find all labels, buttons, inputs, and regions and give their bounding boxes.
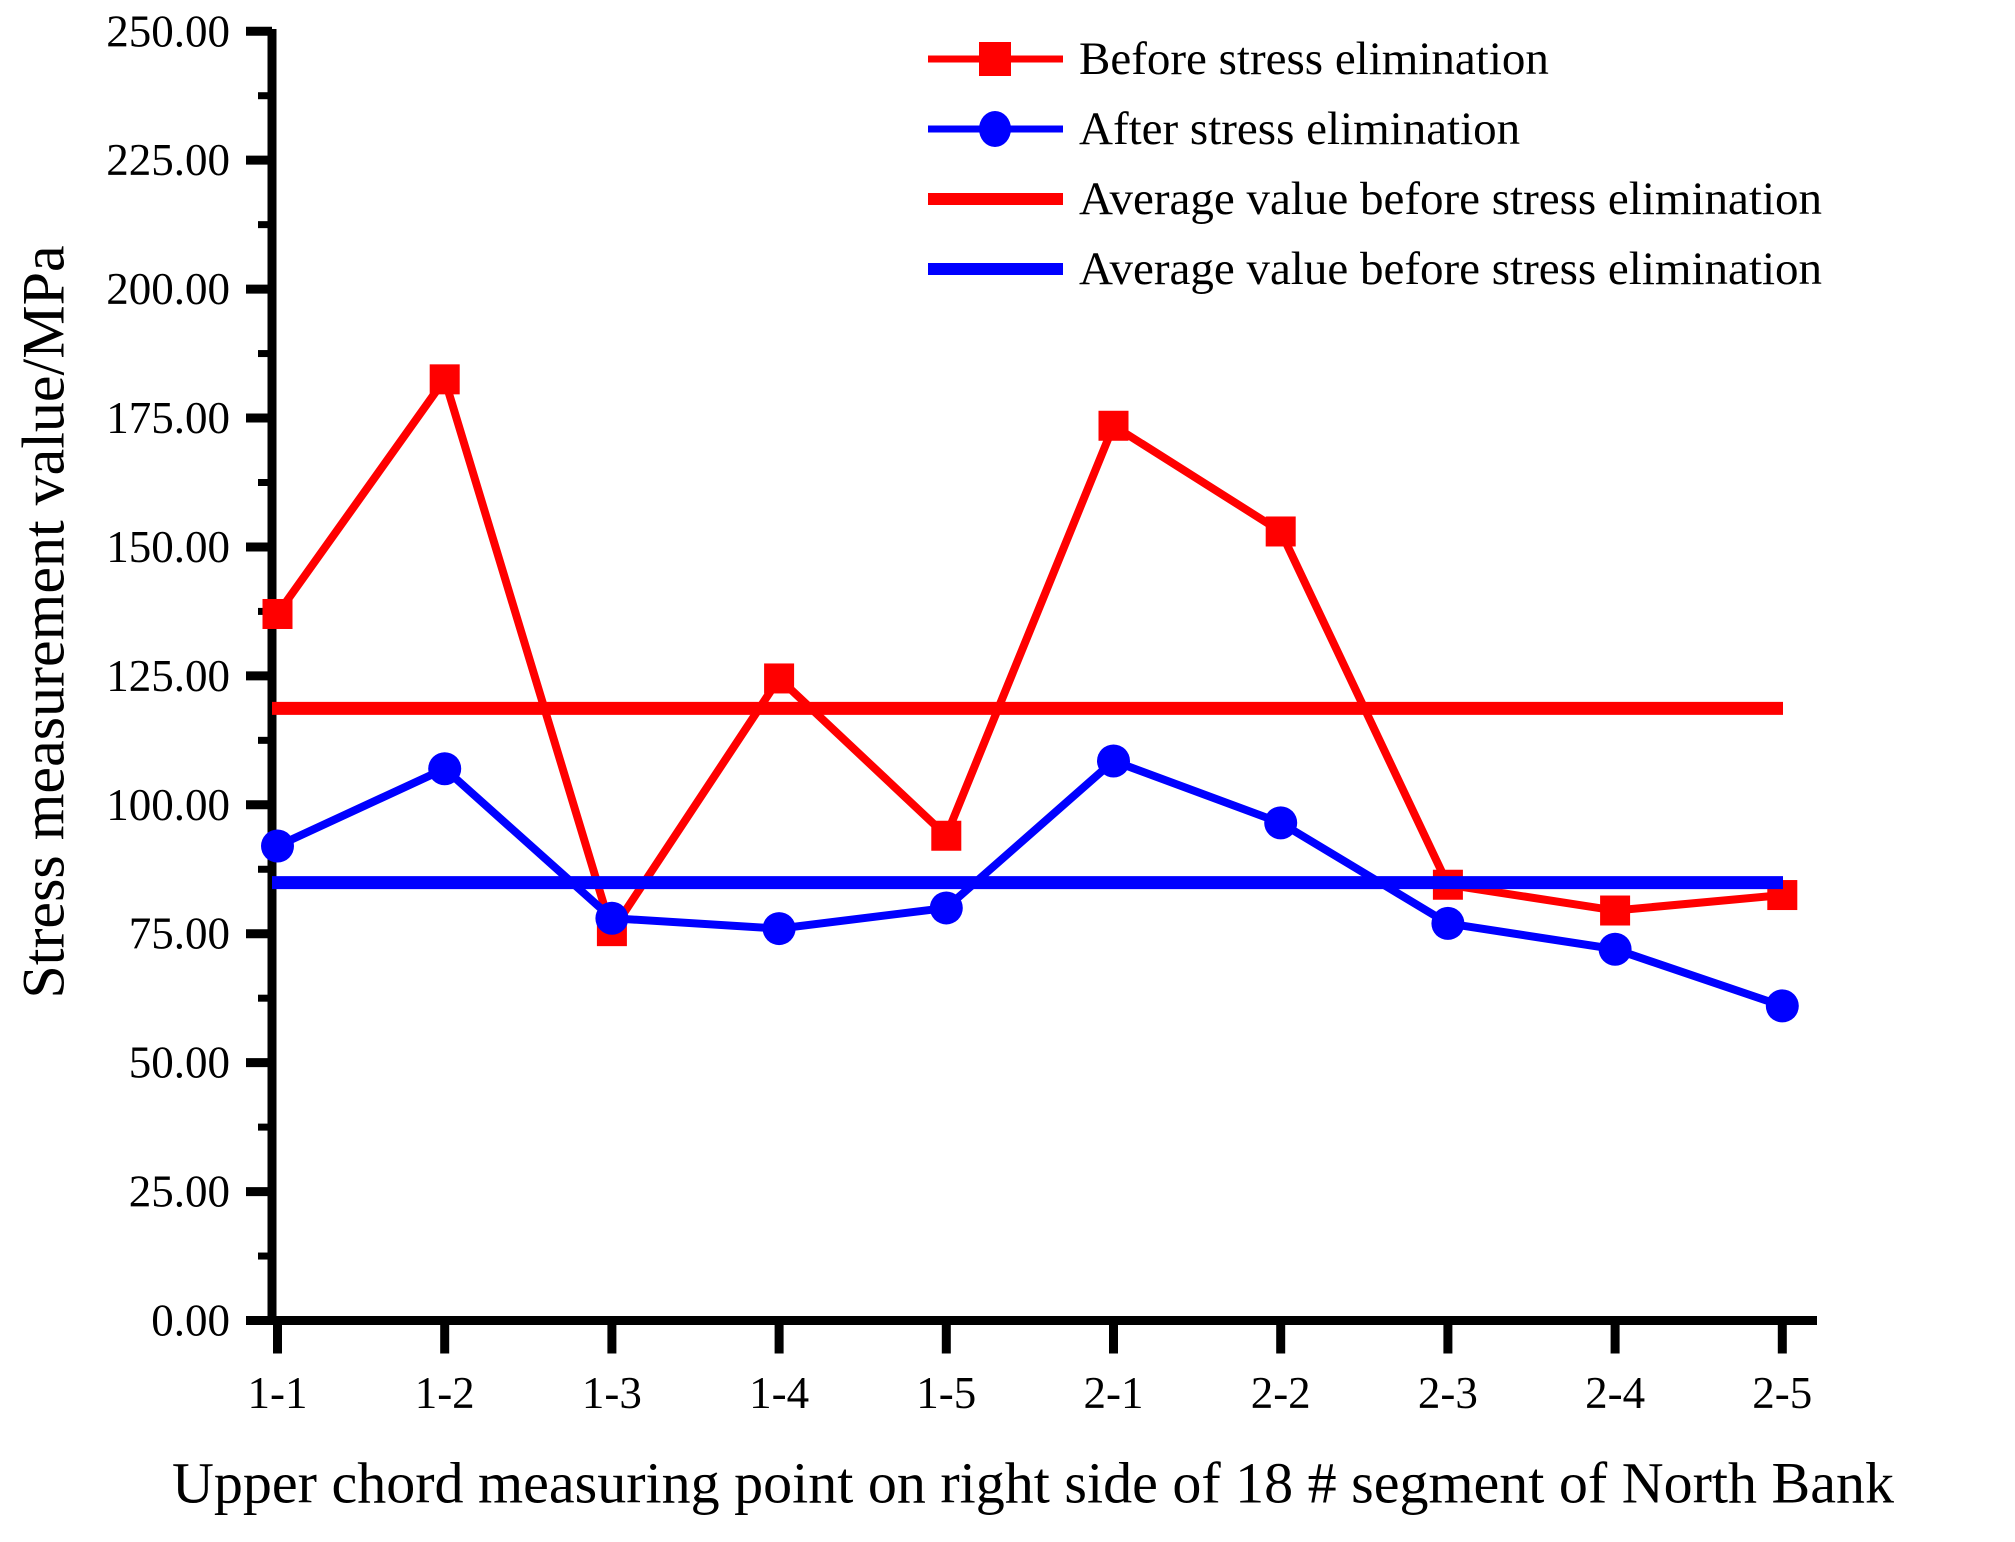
data-point-1-2-4 bbox=[1598, 932, 1632, 966]
x-axis-title: Upper chord measuring point on right sid… bbox=[172, 1450, 1894, 1516]
x-tick-label: 2-4 bbox=[1585, 1368, 1645, 1418]
y-tick-label: 75.00 bbox=[129, 909, 230, 959]
x-tick-label: 2-5 bbox=[1752, 1368, 1812, 1418]
data-point-0-1-2 bbox=[429, 364, 460, 395]
series-line-0 bbox=[274, 370, 1783, 941]
data-point-0-1-5 bbox=[931, 820, 962, 851]
x-tick-label: 2-1 bbox=[1084, 1368, 1144, 1418]
data-point-1-1-3 bbox=[595, 901, 629, 935]
legend-label-before-stress: Before stress elimination bbox=[1079, 32, 1549, 85]
data-point-0-1-1 bbox=[262, 598, 293, 629]
x-tick-label: 2-2 bbox=[1251, 1368, 1311, 1418]
data-point-1-2-1 bbox=[1097, 744, 1130, 778]
data-point-0-2-2 bbox=[1265, 516, 1296, 547]
data-point-0-2-1 bbox=[1098, 410, 1129, 441]
x-tick-label: 1-3 bbox=[582, 1368, 642, 1418]
series-line-1 bbox=[275, 756, 1784, 1010]
y-tick-label: 250.00 bbox=[106, 6, 230, 56]
data-point-1-2-3 bbox=[1431, 906, 1465, 940]
data-point-0-2-4 bbox=[1600, 895, 1631, 926]
legend-sample-red-square-icon bbox=[928, 42, 1063, 76]
y-tick-label: 0.00 bbox=[151, 1296, 230, 1346]
data-point-1-1-2 bbox=[428, 752, 462, 786]
y-tick-label: 100.00 bbox=[106, 780, 230, 830]
y-tick-label: 150.00 bbox=[106, 522, 230, 572]
x-tick-label: 2-3 bbox=[1418, 1368, 1478, 1418]
y-tick-label: 50.00 bbox=[129, 1038, 230, 1088]
legend-sample-blue-circle-icon bbox=[928, 111, 1063, 147]
y-tick-label: 200.00 bbox=[106, 264, 230, 314]
data-point-1-2-2 bbox=[1264, 806, 1298, 840]
data-point-1-1-5 bbox=[929, 891, 963, 925]
y-axis-title: Stress measurement value/MPa bbox=[10, 245, 77, 999]
legend-label-after-stress: After stress elimination bbox=[1079, 102, 1521, 155]
legend-item-average-blue: Average value before stress elimination bbox=[928, 234, 1822, 304]
legend-sample-blue-line-icon bbox=[928, 263, 1063, 275]
data-point-1-1-4 bbox=[762, 912, 796, 946]
x-tick-label: 1-2 bbox=[415, 1368, 475, 1418]
data-point-1-1-1 bbox=[261, 829, 294, 863]
y-tick-label: 125.00 bbox=[106, 651, 230, 701]
legend-item-average-red: Average value before stress elimination bbox=[928, 164, 1822, 234]
y-tick-label: 25.00 bbox=[129, 1167, 230, 1217]
legend-label-average-blue: Average value before stress elimination bbox=[1079, 242, 1823, 295]
legend-item-after-stress: After stress elimination bbox=[928, 94, 1822, 164]
data-point-1-2-5 bbox=[1765, 989, 1799, 1023]
legend-label-average-red: Average value before stress elimination bbox=[1079, 172, 1823, 225]
legend-sample-red-line-icon bbox=[928, 193, 1063, 205]
x-tick-label: 1-4 bbox=[749, 1368, 809, 1418]
x-tick-label: 1-5 bbox=[916, 1368, 976, 1418]
legend: Before stress elimination After stress e… bbox=[928, 24, 1822, 304]
y-tick-label: 175.00 bbox=[106, 393, 230, 443]
data-point-0-1-4 bbox=[764, 663, 795, 694]
y-tick-label: 225.00 bbox=[106, 135, 230, 185]
x-tick-label: 1-1 bbox=[248, 1368, 308, 1418]
legend-item-before-stress: Before stress elimination bbox=[928, 24, 1822, 94]
